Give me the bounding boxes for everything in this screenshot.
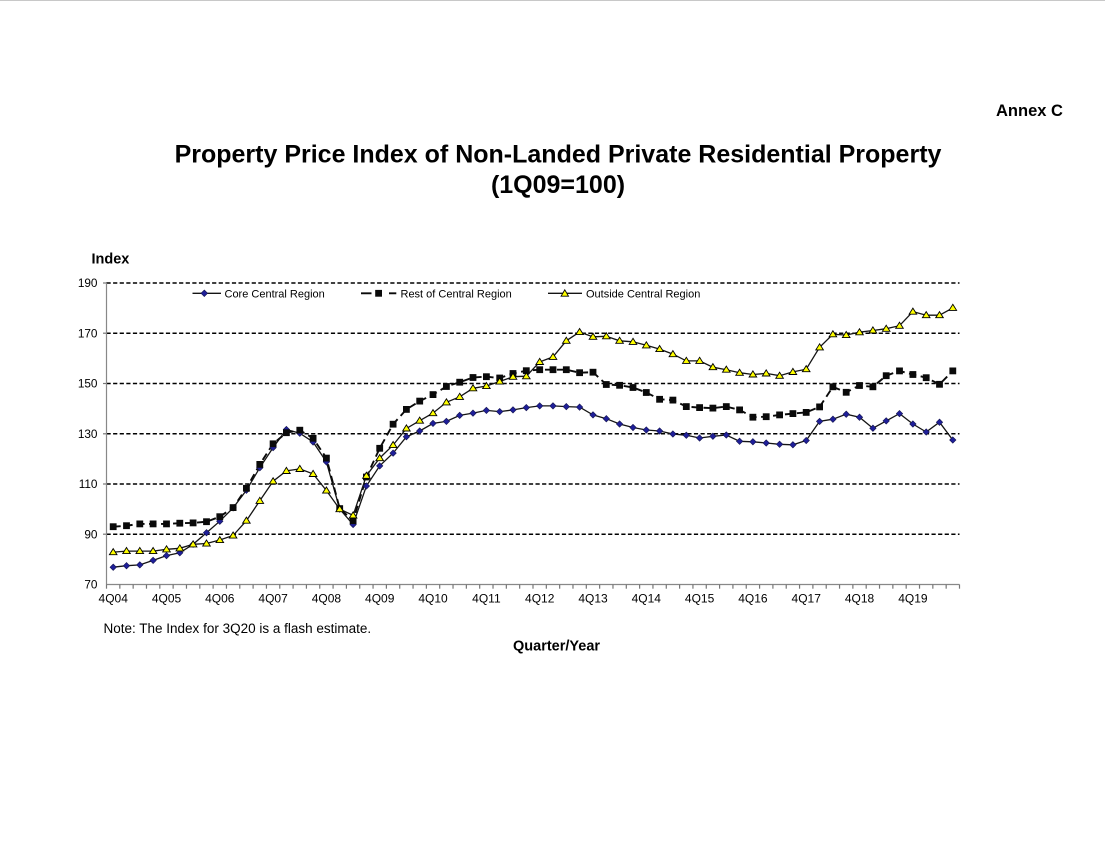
svg-text:150: 150 xyxy=(78,377,98,391)
svg-text:4Q14: 4Q14 xyxy=(632,591,662,605)
svg-text:4Q11: 4Q11 xyxy=(472,591,501,605)
svg-text:Core Central Region: Core Central Region xyxy=(225,288,325,300)
svg-text:Outside Central Region: Outside Central Region xyxy=(586,288,700,300)
svg-text:4Q04: 4Q04 xyxy=(99,591,129,605)
svg-text:110: 110 xyxy=(79,477,98,491)
svg-text:70: 70 xyxy=(84,578,98,592)
svg-text:4Q19: 4Q19 xyxy=(898,591,928,605)
svg-text:4Q06: 4Q06 xyxy=(205,591,235,605)
svg-text:4Q07: 4Q07 xyxy=(258,591,288,605)
svg-text:90: 90 xyxy=(84,528,98,542)
svg-text:170: 170 xyxy=(78,326,98,340)
svg-text:4Q16: 4Q16 xyxy=(738,591,768,605)
svg-text:4Q18: 4Q18 xyxy=(845,591,875,605)
svg-text:4Q09: 4Q09 xyxy=(365,591,395,605)
svg-text:4Q08: 4Q08 xyxy=(312,591,342,605)
svg-text:Rest of Central Region: Rest of Central Region xyxy=(401,288,512,300)
svg-text:Quarter/Year: Quarter/Year xyxy=(513,639,600,655)
svg-text:Property Price Index of Non-La: Property Price Index of Non-Landed Priva… xyxy=(175,141,942,169)
svg-text:130: 130 xyxy=(78,427,98,441)
svg-text:Annex C: Annex C xyxy=(996,102,1063,120)
svg-text:4Q05: 4Q05 xyxy=(152,591,182,605)
svg-text:(1Q09=100): (1Q09=100) xyxy=(491,171,625,199)
svg-text:190: 190 xyxy=(78,276,98,290)
svg-text:4Q10: 4Q10 xyxy=(418,591,448,605)
svg-text:4Q15: 4Q15 xyxy=(685,591,715,605)
svg-text:4Q17: 4Q17 xyxy=(792,591,822,605)
svg-text:Note: The Index for 3Q20 is a: Note: The Index for 3Q20 is a flash esti… xyxy=(104,621,372,636)
svg-text:Index: Index xyxy=(92,251,130,267)
svg-text:4Q12: 4Q12 xyxy=(525,591,555,605)
svg-text:4Q13: 4Q13 xyxy=(578,591,608,605)
